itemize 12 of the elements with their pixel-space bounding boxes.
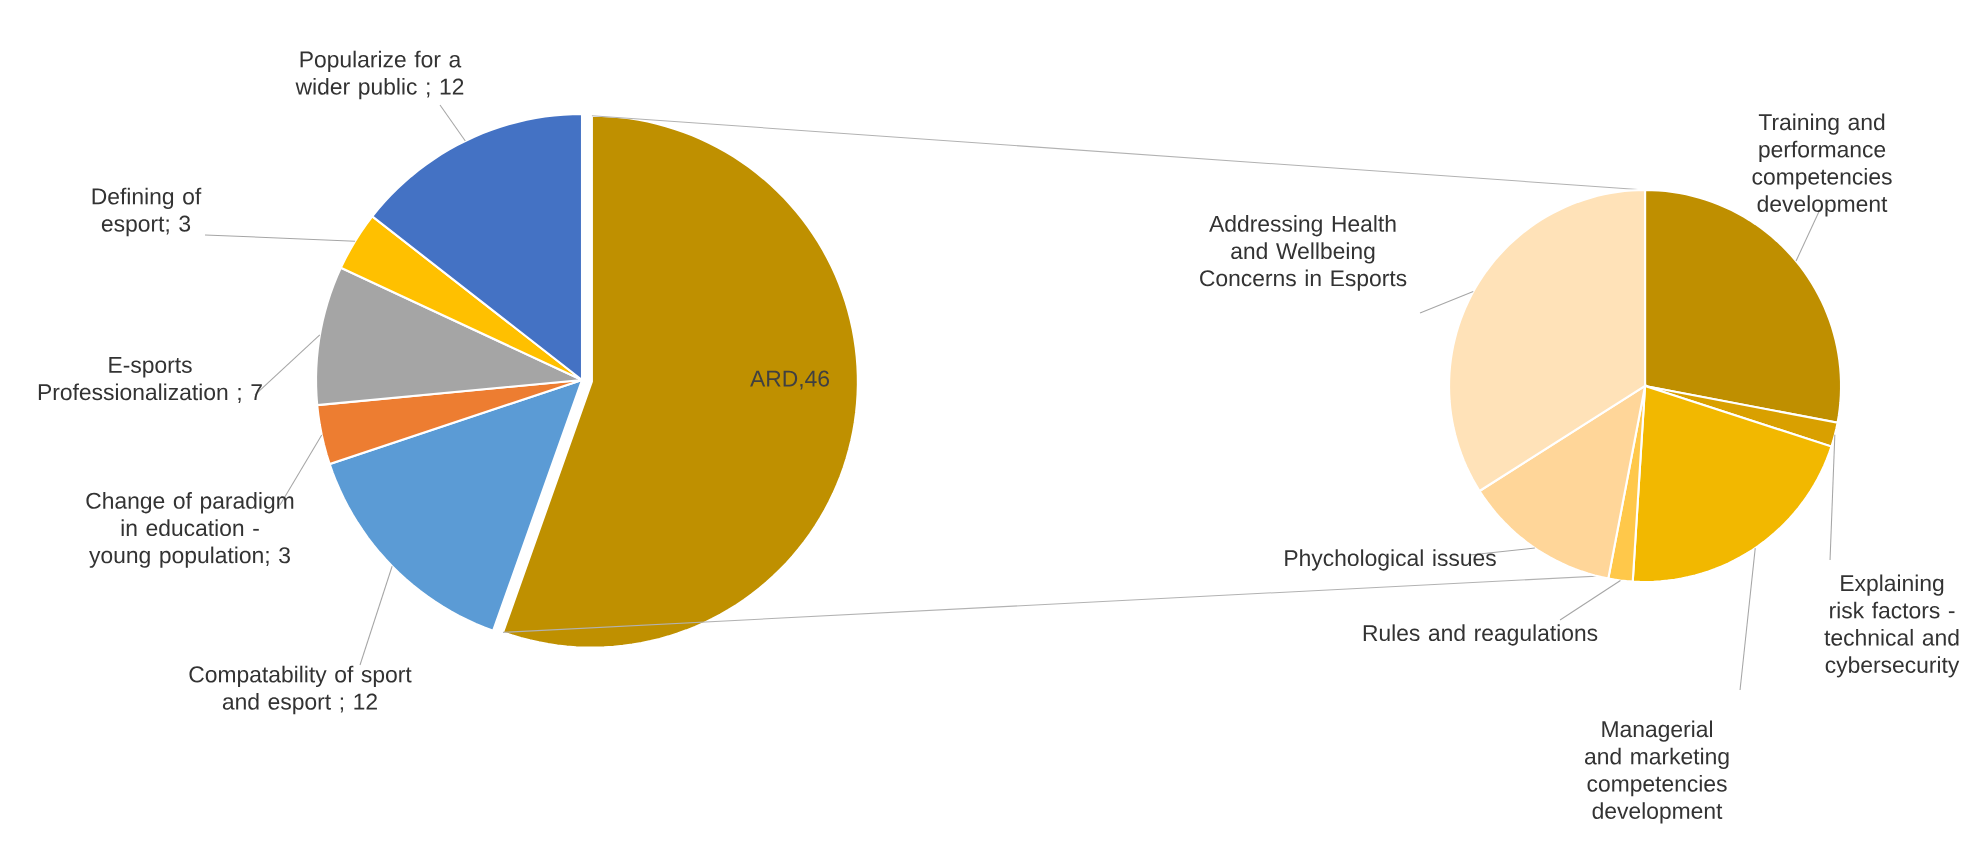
- slice-label: Rules and reagulations: [1363, 624, 1598, 646]
- slice-label: Addressing Health and Wellbeing Concerns in Esports: [1200, 215, 1407, 291]
- slice-label: Phychological issues: [1285, 549, 1496, 571]
- slice-label: Change of paradigm in education - young population; 3: [86, 492, 294, 568]
- slice-label: ARD,46: [750, 370, 830, 390]
- slice-label: E-sports Professionalization ; 7: [38, 357, 262, 403]
- slice-label: Compatability of sport and esport ; 12: [189, 665, 412, 715]
- slice-label: Defining of esport; 3: [92, 187, 202, 237]
- slice-label: Training and performance competencies development: [1752, 113, 1892, 217]
- slice-label: Popularize for a wider public ; 12: [295, 50, 464, 100]
- slice-label: Managerial and marketing competencies development: [1584, 720, 1729, 824]
- slice-label: Explaining risk factors - technical and cybersecurity: [1824, 574, 1960, 678]
